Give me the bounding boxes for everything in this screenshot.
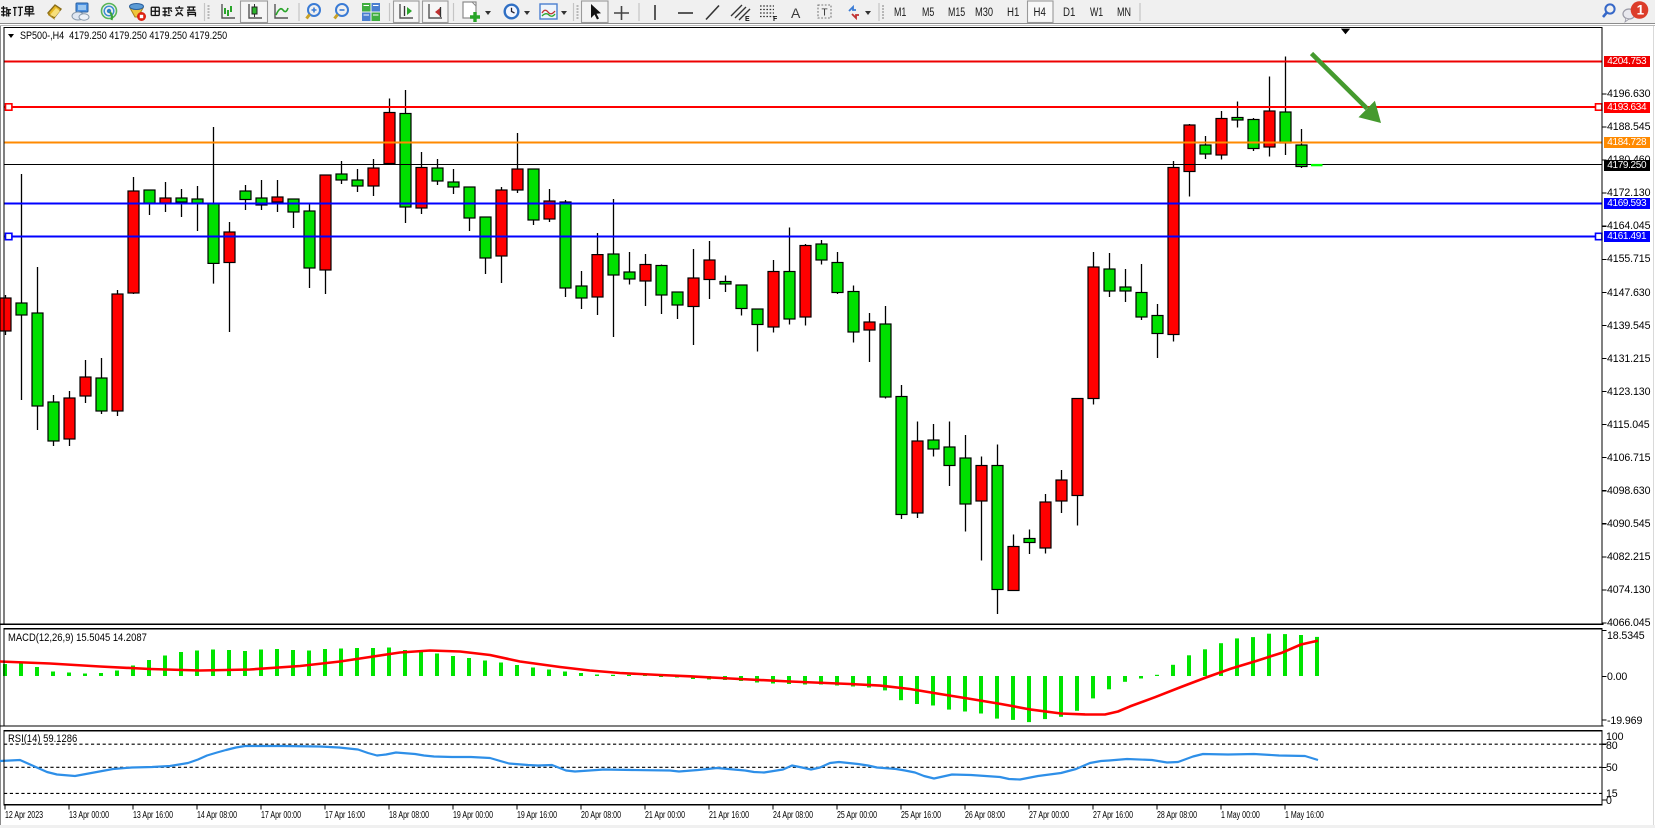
svg-text:H1: H1: [1007, 7, 1019, 19]
svg-text:M5: M5: [922, 7, 934, 19]
svg-text:D1: D1: [1063, 7, 1075, 19]
svg-text:M30: M30: [975, 7, 993, 19]
svg-text:T: T: [822, 8, 828, 19]
svg-text:H4: H4: [1034, 7, 1047, 19]
svg-text:E: E: [745, 16, 750, 23]
svg-text:W1: W1: [1090, 7, 1103, 19]
svg-text:A: A: [791, 5, 801, 21]
svg-text:F: F: [773, 16, 778, 23]
svg-text:M1: M1: [894, 7, 906, 19]
svg-text:MN: MN: [1117, 7, 1131, 19]
svg-text:1: 1: [1637, 3, 1645, 18]
svg-text:M15: M15: [948, 7, 965, 19]
